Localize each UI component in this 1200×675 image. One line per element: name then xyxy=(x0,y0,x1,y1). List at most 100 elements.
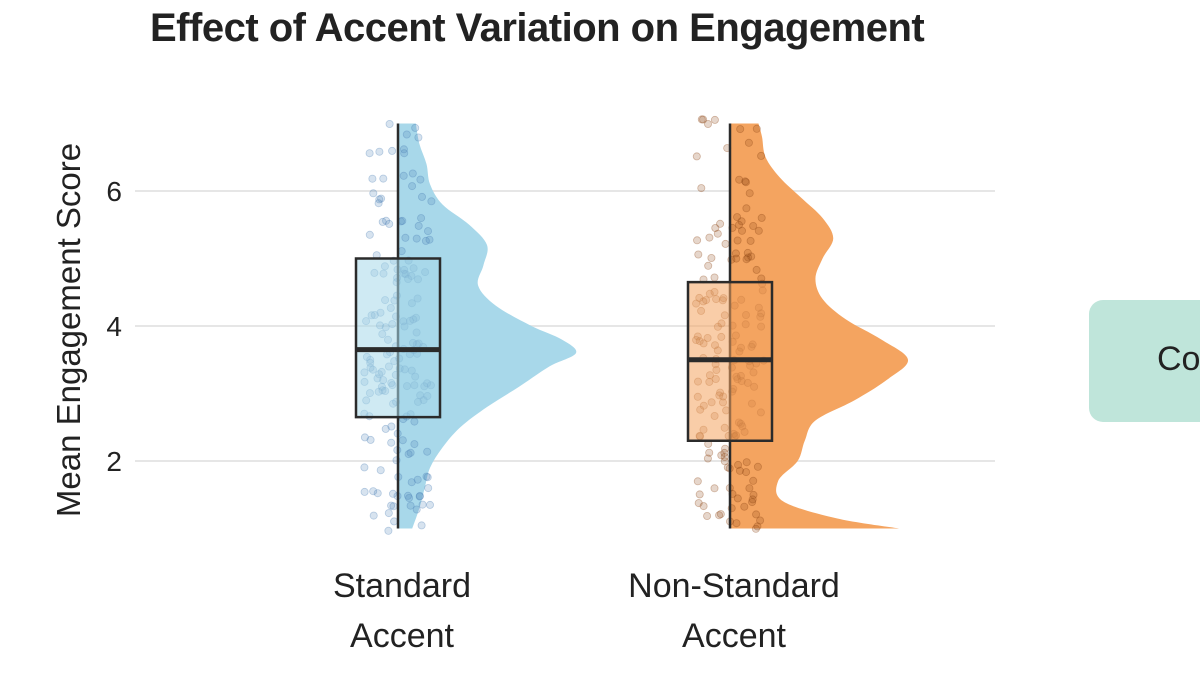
data-point xyxy=(415,491,424,500)
data-point xyxy=(753,522,762,531)
data-point xyxy=(425,235,434,244)
density-clouds xyxy=(398,123,909,529)
data-point xyxy=(410,417,419,426)
data-point xyxy=(694,499,703,508)
data-point xyxy=(692,152,701,161)
data-point xyxy=(413,475,422,484)
box xyxy=(354,257,442,419)
category-label: Standard Accent xyxy=(333,567,471,655)
data-point xyxy=(425,500,434,509)
data-point xyxy=(717,451,726,460)
boxplots xyxy=(354,123,774,529)
data-point xyxy=(403,491,412,500)
data-point xyxy=(398,436,407,445)
data-point xyxy=(375,147,384,156)
data-point xyxy=(389,502,398,511)
data-point xyxy=(407,478,416,487)
data-point xyxy=(704,120,713,129)
data-point xyxy=(422,472,431,481)
density-cloud xyxy=(730,123,909,529)
data-point xyxy=(695,490,704,499)
data-point xyxy=(423,227,432,236)
y-axis-title: Mean Engagement Score xyxy=(50,143,87,517)
data-point xyxy=(374,199,383,208)
data-point xyxy=(742,204,751,213)
data-point xyxy=(705,233,714,242)
data-point xyxy=(697,184,706,193)
data-point xyxy=(693,477,702,486)
data-point xyxy=(757,151,766,160)
data-point xyxy=(742,255,751,264)
data-point xyxy=(745,189,754,198)
data-point xyxy=(732,254,741,263)
data-point xyxy=(732,519,741,528)
data-point xyxy=(423,447,432,456)
data-point xyxy=(699,502,708,511)
data-point xyxy=(747,252,756,261)
data-point xyxy=(738,226,747,235)
data-point xyxy=(376,466,385,475)
data-point xyxy=(721,239,730,248)
data-point xyxy=(733,494,742,503)
data-point xyxy=(703,512,712,521)
data-point xyxy=(365,149,374,158)
data-point xyxy=(369,487,378,496)
data-point xyxy=(742,178,751,187)
legend-box: Con xyxy=(1089,300,1200,422)
data-point xyxy=(402,130,411,139)
data-point xyxy=(424,484,433,493)
data-point xyxy=(757,213,766,222)
data-point xyxy=(406,448,415,457)
data-point xyxy=(751,524,760,533)
data-point xyxy=(385,120,394,129)
data-point xyxy=(731,249,740,258)
data-point xyxy=(427,197,436,206)
data-point xyxy=(410,440,419,449)
data-point xyxy=(414,221,423,230)
data-point xyxy=(752,510,761,519)
chart-title: Effect of Accent Variation on Engagement xyxy=(150,6,925,50)
data-point xyxy=(721,444,730,453)
y-tick-label: 6 xyxy=(106,176,122,207)
x-category-labels: Standard Accent Non-Standard Accent xyxy=(333,567,840,655)
data-point xyxy=(405,493,414,502)
data-point xyxy=(711,223,720,232)
data-point xyxy=(400,149,409,158)
data-point xyxy=(406,501,415,510)
data-point xyxy=(749,221,758,230)
data-point xyxy=(414,133,423,142)
data-point xyxy=(360,463,369,472)
data-point xyxy=(742,458,751,467)
data-point xyxy=(401,233,410,242)
data-point xyxy=(412,234,421,243)
data-point xyxy=(366,435,375,444)
data-point xyxy=(377,194,386,203)
data-point xyxy=(368,174,377,183)
y-tick-labels: 2 4 6 xyxy=(106,176,122,477)
data-point xyxy=(707,253,716,262)
data-point xyxy=(746,236,755,245)
data-point xyxy=(716,219,725,228)
data-point xyxy=(415,492,424,501)
data-point xyxy=(369,189,378,198)
data-point xyxy=(379,174,388,183)
data-point xyxy=(384,509,393,518)
data-point xyxy=(365,230,374,239)
data-point xyxy=(748,498,757,507)
data-point xyxy=(694,250,703,259)
data-point xyxy=(737,217,746,226)
data-point xyxy=(388,146,397,155)
data-point xyxy=(369,511,378,520)
data-point xyxy=(741,177,750,186)
density-cloud xyxy=(398,123,577,529)
data-point xyxy=(715,511,724,520)
data-point xyxy=(710,273,719,282)
data-point xyxy=(753,462,762,471)
data-point xyxy=(710,115,719,124)
data-point xyxy=(710,484,719,493)
data-point xyxy=(399,145,408,154)
data-point xyxy=(733,236,742,245)
data-point xyxy=(418,500,427,509)
data-point xyxy=(744,138,753,147)
data-point xyxy=(412,505,421,514)
